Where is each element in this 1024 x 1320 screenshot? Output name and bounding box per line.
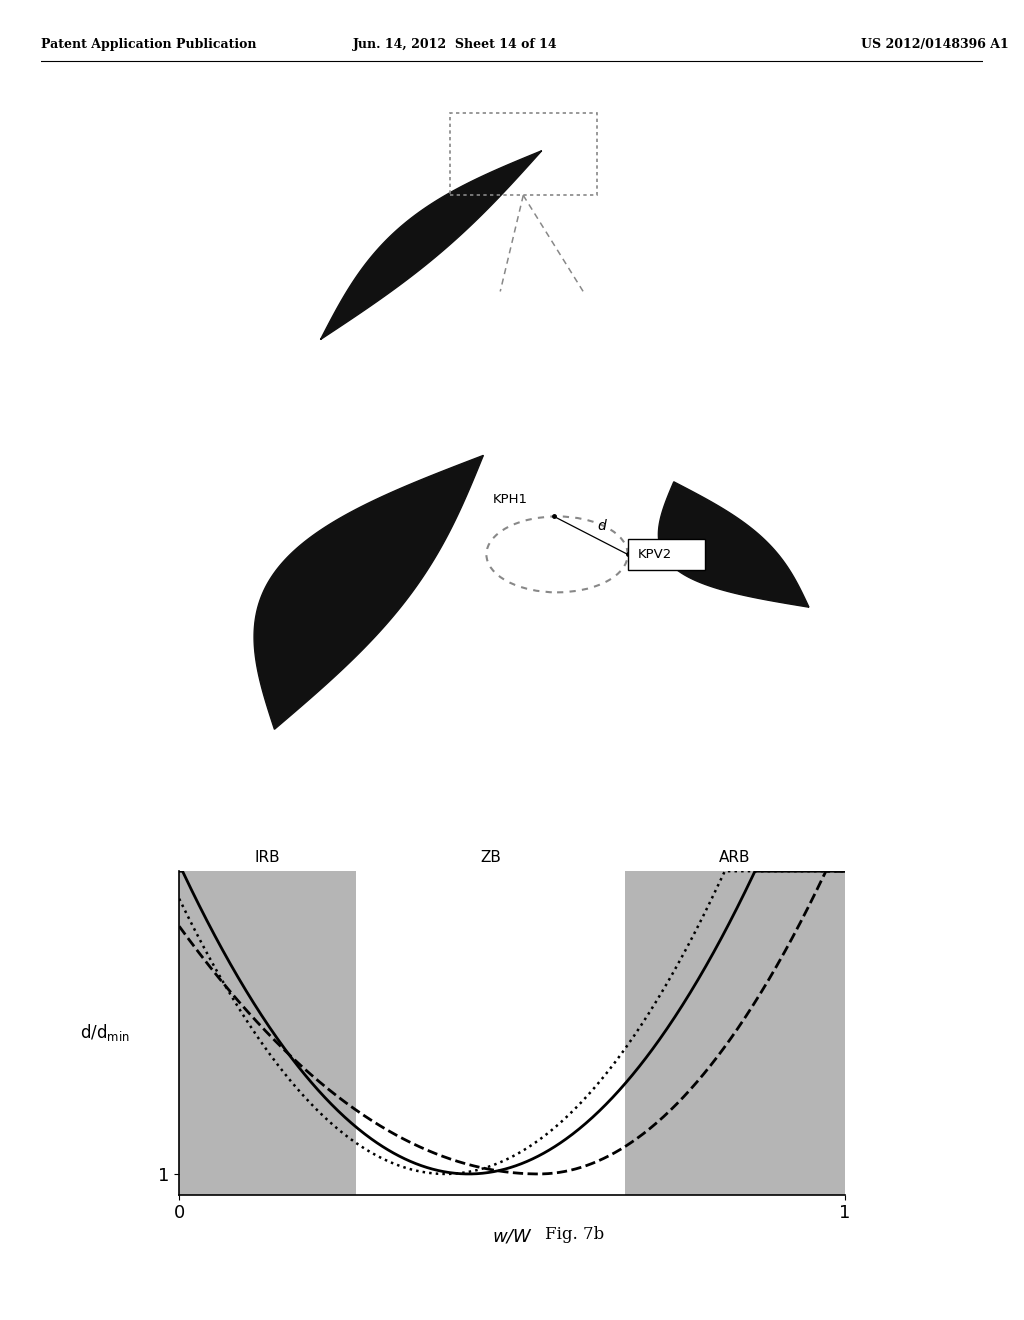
Text: Patent Application Publication: Patent Application Publication (41, 38, 256, 50)
Text: IRB: IRB (255, 850, 281, 866)
Bar (450, 114, 597, 195)
Polygon shape (254, 455, 483, 729)
Text: ZB: ZB (480, 850, 501, 866)
Bar (179, 871, 355, 1195)
FancyBboxPatch shape (628, 539, 705, 570)
Text: Jun. 14, 2012  Sheet 14 of 14: Jun. 14, 2012 Sheet 14 of 14 (353, 38, 558, 50)
Text: US 2012/0148396 A1: US 2012/0148396 A1 (860, 38, 1009, 50)
Text: Fig. 7b: Fig. 7b (545, 1226, 604, 1242)
Polygon shape (658, 482, 809, 607)
Bar (625, 871, 845, 1195)
Text: d: d (597, 520, 606, 533)
Text: KPH1: KPH1 (493, 494, 527, 507)
Text: ARB: ARB (719, 850, 751, 866)
Bar (355, 871, 625, 1195)
Y-axis label: d/d$_\mathregular{min}$: d/d$_\mathregular{min}$ (81, 1023, 130, 1043)
Text: KPV2: KPV2 (638, 548, 673, 561)
Polygon shape (321, 150, 542, 339)
X-axis label: w/W: w/W (493, 1228, 531, 1246)
